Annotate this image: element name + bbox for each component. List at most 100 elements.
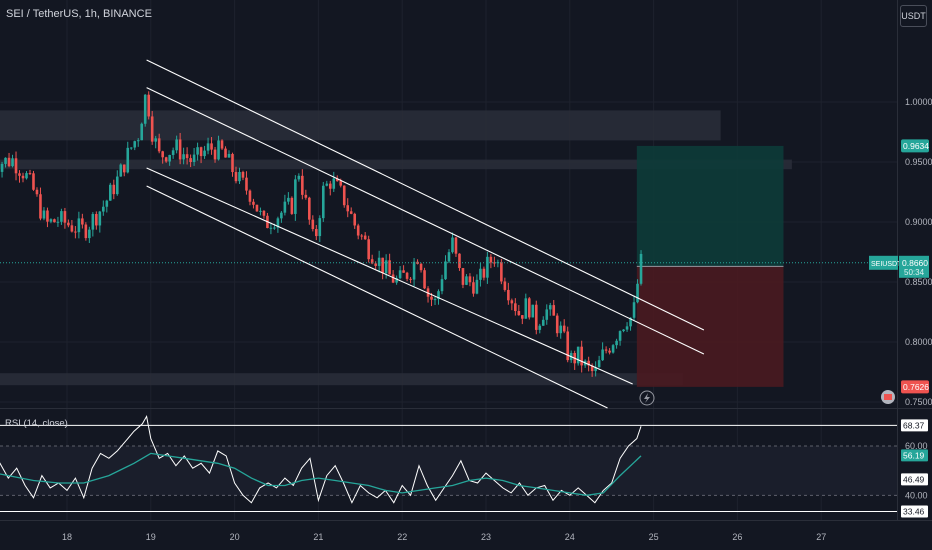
axes: 1.0000 0.9500 0.9000 0.8500 0.8000 0.7500 0.96…: [62, 97, 932, 542]
candle-body: [224, 148, 227, 158]
candle-body: [311, 219, 315, 230]
candle-body: [213, 149, 217, 160]
candle-body: [269, 227, 273, 229]
rsi-indicator-label[interactable]: RSI (14, close): [5, 418, 68, 429]
rsi-value-label: 46.49: [903, 474, 925, 484]
candle-body: [140, 123, 144, 141]
candle-body: [157, 138, 161, 152]
candle-body: [566, 331, 570, 361]
candle-body: [454, 237, 458, 254]
flag-icon-glyph: [884, 394, 892, 400]
candle-body: [622, 329, 625, 332]
symbol-tag: SEIUSDT: [871, 261, 902, 268]
price-label: 0.7626: [903, 382, 929, 392]
candle-body: [171, 150, 175, 155]
candle-body: [276, 218, 280, 228]
descending-channel[interactable]: [146, 59, 705, 409]
candle-body: [493, 262, 496, 264]
rsi-line: [0, 414, 642, 504]
candle-body: [294, 179, 297, 214]
candle-body: [524, 298, 528, 319]
rsi-pane: [0, 414, 897, 512]
candle-body: [189, 158, 192, 163]
candle-body: [496, 262, 500, 264]
candle-body: [527, 298, 531, 318]
candle-body: [136, 140, 140, 142]
candle-body: [185, 154, 189, 159]
candle-body: [541, 319, 545, 326]
candle-body: [178, 139, 182, 160]
candle-body: [199, 147, 203, 157]
candle-body: [227, 153, 231, 158]
candle-body: [486, 256, 489, 278]
candle-body: [472, 282, 475, 294]
candle-body: [625, 326, 629, 330]
candle-body: [339, 181, 343, 186]
price-tick-label: 1.0000: [905, 97, 932, 107]
candle-body: [210, 143, 213, 150]
candle-body: [356, 225, 360, 236]
candle-body: [25, 173, 28, 179]
candle-body: [632, 302, 636, 318]
currency-button[interactable]: USDT: [900, 5, 927, 27]
price-zone: [0, 110, 721, 141]
candle-body: [95, 214, 98, 226]
candle-body: [203, 150, 206, 157]
candle-body: [4, 157, 7, 164]
candle-body: [353, 213, 357, 226]
candle-body: [192, 154, 196, 163]
price-zone: [0, 159, 792, 170]
candle-body: [430, 296, 433, 300]
candle-body: [615, 340, 618, 346]
price-zone: [0, 373, 683, 386]
candle-body: [196, 147, 199, 155]
time-tick-label: 19: [146, 532, 156, 542]
candle-body: [349, 211, 353, 214]
candle-body: [552, 305, 556, 316]
candle-body: [67, 222, 70, 226]
rsi-value-box: [901, 473, 928, 486]
candle-body: [604, 349, 608, 351]
candle-body: [122, 164, 126, 173]
candle-body: [367, 239, 370, 260]
candle-body: [503, 281, 507, 290]
candle-body: [388, 260, 391, 275]
candle-body: [601, 349, 604, 361]
candle-body: [548, 305, 552, 310]
candle-body: [238, 171, 241, 182]
candle-body: [304, 194, 308, 198]
candle-body: [562, 325, 566, 332]
candle-body: [32, 173, 35, 190]
candle-body: [590, 365, 594, 372]
candle-body: [391, 274, 395, 283]
lightning-icon: [639, 390, 655, 406]
candle-body: [154, 138, 157, 142]
candle-body: [521, 315, 524, 319]
support-resistance-zones: [0, 110, 792, 386]
candle-body: [81, 218, 84, 225]
candle-body: [580, 346, 583, 366]
candle-body: [164, 157, 168, 162]
candle-body: [245, 177, 248, 191]
rsi-value-box: [901, 505, 928, 518]
symbol-tag-box: [869, 255, 898, 270]
candle-body: [321, 185, 325, 219]
price-label-box: [901, 139, 929, 153]
candle-body: [597, 360, 601, 368]
lightning-icon-glyph: [644, 393, 650, 403]
candle-body: [88, 229, 91, 239]
candle-body: [517, 311, 521, 316]
long-position-tool[interactable]: [636, 145, 784, 387]
candle-body: [42, 210, 46, 219]
candle-body: [510, 300, 514, 304]
rsi-value-label: 68.37: [903, 420, 925, 430]
candle-body: [168, 154, 171, 162]
candle-body: [433, 299, 437, 301]
candle-body: [374, 263, 377, 266]
candle-body: [437, 291, 440, 300]
candle-body: [53, 219, 56, 223]
last-price-label: 0.8660: [902, 258, 928, 268]
candle-body: [105, 200, 109, 207]
candle-body: [308, 197, 311, 220]
